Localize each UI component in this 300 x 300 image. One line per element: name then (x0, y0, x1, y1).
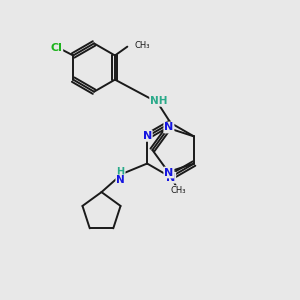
Text: H: H (117, 167, 125, 177)
Text: N: N (142, 131, 152, 141)
Text: CH₃: CH₃ (135, 41, 150, 50)
Text: Cl: Cl (50, 43, 62, 52)
Text: N: N (164, 167, 173, 178)
Text: CH₃: CH₃ (170, 186, 186, 195)
Text: N: N (116, 175, 125, 185)
Text: N: N (166, 173, 175, 183)
Text: NH: NH (150, 96, 168, 106)
Text: N: N (164, 122, 173, 133)
